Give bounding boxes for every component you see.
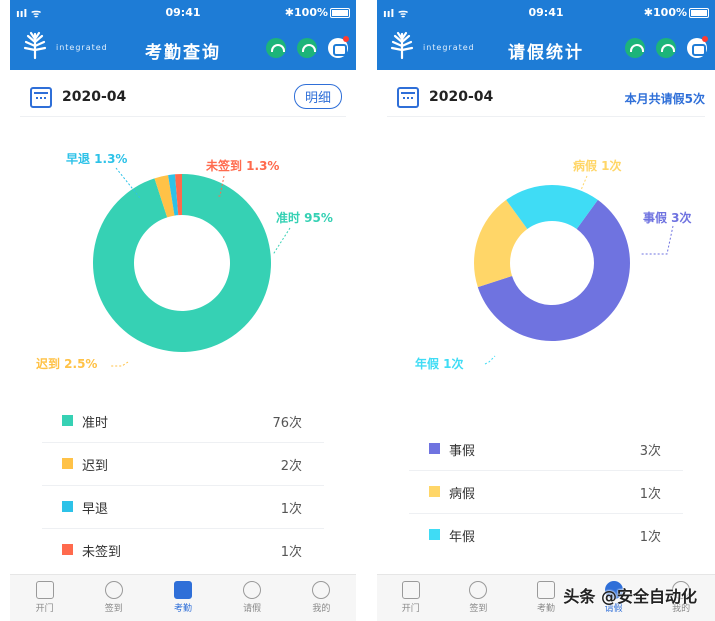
door-icon [402, 581, 420, 599]
status-bar: ııl ᯤ 09:41 ✱100% [10, 6, 356, 22]
legend-count: 76次 [272, 412, 302, 431]
tab-开门[interactable]: 开门 [17, 581, 73, 614]
selected-month[interactable]: 2020-04 [62, 89, 126, 105]
tab-label: 我的 [312, 604, 330, 614]
tab-label: 开门 [402, 604, 420, 614]
tab-bar: 开门 签到 考勤 请假 我的 [10, 574, 356, 621]
legend-row[interactable]: 病假 1次 [409, 471, 683, 514]
clock-icon [105, 581, 123, 599]
battery-indicator: ✱100% [644, 6, 709, 19]
message-icon[interactable] [328, 38, 348, 58]
slice-label: 病假 1次 [573, 158, 622, 173]
legend-count: 1次 [640, 526, 661, 545]
legend-swatch [62, 415, 73, 426]
tab-label: 考勤 [537, 604, 555, 614]
legend-label: 早退 [82, 498, 108, 517]
selected-month[interactable]: 2020-04 [429, 89, 493, 105]
slice-leader-line [641, 226, 673, 254]
slice-label: 事假 3次 [643, 210, 692, 225]
attendance-legend: 准时 76次 迟到 2次 早退 1次 未签到 1次 [42, 400, 324, 571]
legend-swatch [429, 443, 440, 454]
tab-label: 签到 [105, 604, 123, 614]
battery-text: ✱100% [285, 6, 328, 19]
wifi-icon[interactable] [266, 38, 286, 58]
legend-row[interactable]: 年假 1次 [409, 514, 683, 556]
leave-legend: 事假 3次 病假 1次 年假 1次 [409, 428, 683, 556]
slice-leader-line [581, 176, 587, 190]
tab-label: 开门 [36, 604, 54, 614]
status-bar: ııl ᯤ 09:41 ✱100% [377, 6, 715, 22]
slice-leader-line [272, 228, 290, 253]
slice-leader-line [485, 356, 495, 364]
wifi-icon[interactable] [297, 38, 317, 58]
legend-count: 1次 [281, 498, 302, 517]
legend-swatch [62, 458, 73, 469]
attendance-screen: ııl ᯤ 09:41 ✱100% integrated 考勤查询 2020-0… [10, 0, 356, 621]
tab-签到[interactable]: 签到 [86, 581, 142, 614]
slice-label: 未签到 1.3% [205, 158, 279, 173]
date-selector[interactable]: 2020-04 本月共请假5次 [387, 82, 705, 117]
nav-bar: ııl ᯤ 09:41 ✱100% integrated 请假统计 [377, 0, 715, 70]
date-selector[interactable]: 2020-04 明细 [20, 82, 346, 117]
notification-dot [702, 36, 708, 42]
legend-swatch [429, 529, 440, 540]
message-icon[interactable] [687, 38, 707, 58]
slice-leader-line [110, 362, 128, 366]
user-icon [312, 581, 330, 599]
legend-label: 准时 [82, 412, 108, 431]
legend-row[interactable]: 早退 1次 [42, 486, 324, 529]
calendar-icon [174, 581, 192, 599]
tab-我的[interactable]: 我的 [293, 581, 349, 614]
slice-label: 年假 1次 [415, 356, 464, 371]
legend-label: 迟到 [82, 455, 108, 474]
legend-label: 未签到 [82, 541, 121, 560]
battery-text: ✱100% [644, 6, 687, 19]
leave-icon [243, 581, 261, 599]
tab-label: 考勤 [174, 604, 192, 614]
legend-swatch [62, 544, 73, 555]
nav-bar: ııl ᯤ 09:41 ✱100% integrated 考勤查询 [10, 0, 356, 70]
legend-row[interactable]: 迟到 2次 [42, 443, 324, 486]
legend-count: 1次 [640, 483, 661, 502]
legend-count: 3次 [640, 440, 661, 459]
legend-count: 2次 [281, 455, 302, 474]
legend-row[interactable]: 事假 3次 [409, 428, 683, 471]
slice-label: 早退 1.3% [66, 152, 127, 166]
legend-row[interactable]: 未签到 1次 [42, 529, 324, 571]
legend-swatch [429, 486, 440, 497]
battery-indicator: ✱100% [285, 6, 350, 19]
nav-actions [260, 38, 348, 60]
detail-button[interactable]: 明细 [294, 84, 342, 109]
door-icon [36, 581, 54, 599]
tab-label: 请假 [243, 604, 261, 614]
wifi-icon[interactable] [625, 38, 645, 58]
tab-签到[interactable]: 签到 [450, 581, 506, 614]
tab-请假[interactable]: 请假 [224, 581, 280, 614]
legend-swatch [62, 501, 73, 512]
nav-actions [619, 38, 707, 60]
battery-icon [689, 8, 709, 18]
calendar-icon[interactable] [397, 87, 419, 108]
wifi-icon[interactable] [656, 38, 676, 58]
tab-label: 签到 [469, 604, 487, 614]
slice-label: 迟到 2.5% [36, 356, 97, 371]
legend-label: 年假 [449, 526, 475, 545]
calendar-icon [537, 581, 555, 599]
tab-考勤[interactable]: 考勤 [155, 581, 211, 614]
legend-row[interactable]: 准时 76次 [42, 400, 324, 443]
clock-icon [469, 581, 487, 599]
notification-dot [343, 36, 349, 42]
legend-label: 事假 [449, 440, 475, 459]
legend-label: 病假 [449, 483, 475, 502]
watermark: 头条 @安全自动化 [563, 583, 697, 607]
slice-label: 准时 95% [276, 210, 333, 225]
calendar-icon[interactable] [30, 87, 52, 108]
battery-icon [330, 8, 350, 18]
legend-count: 1次 [281, 541, 302, 560]
attendance-donut-chart: 准时 95% 迟到 2.5% 早退 1.3% 未签到 1.3% [10, 130, 356, 390]
month-leave-total: 本月共请假5次 [625, 90, 705, 107]
tab-开门[interactable]: 开门 [383, 581, 439, 614]
leave-screen: ııl ᯤ 09:41 ✱100% integrated 请假统计 2020-0… [377, 0, 715, 621]
